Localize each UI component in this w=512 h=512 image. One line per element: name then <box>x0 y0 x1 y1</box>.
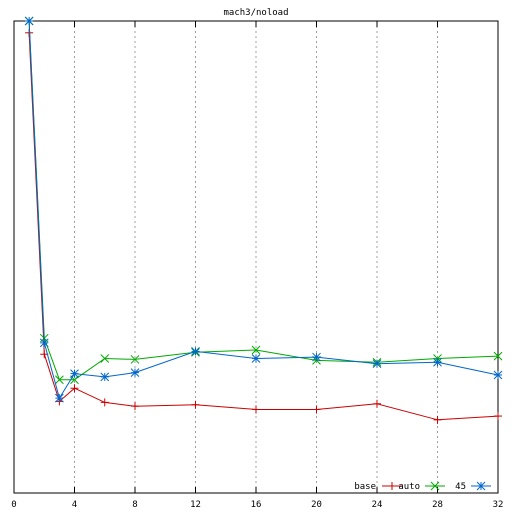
legend-label: 45 <box>455 482 466 492</box>
x-tick-label: 24 <box>372 500 383 510</box>
series-45 <box>24 16 503 403</box>
data-point <box>191 400 200 409</box>
data-point <box>494 412 502 421</box>
data-point <box>130 368 140 377</box>
data-point <box>131 402 139 411</box>
series-base <box>25 28 502 424</box>
data-point <box>191 347 200 356</box>
data-point <box>100 398 109 407</box>
x-tick-label: 12 <box>190 500 201 510</box>
series-group <box>24 16 503 424</box>
data-point <box>493 351 503 361</box>
x-tick-label: 16 <box>251 500 262 510</box>
x-tick-label: 20 <box>311 500 322 510</box>
data-point <box>24 16 34 26</box>
data-point <box>70 384 79 393</box>
data-point <box>251 345 261 355</box>
data-point <box>312 352 321 362</box>
data-point <box>372 359 382 369</box>
data-point <box>312 405 321 414</box>
legend-marker <box>430 481 440 491</box>
chart-title: mach3/noload <box>223 8 288 18</box>
data-point <box>55 375 64 385</box>
legend-marker <box>388 482 396 490</box>
x-tick-label: 4 <box>72 500 77 510</box>
x-tick-label: 32 <box>493 500 504 510</box>
series-line <box>28 20 499 400</box>
legend-label: base <box>354 482 376 492</box>
series-line <box>28 32 499 421</box>
data-point <box>493 370 503 380</box>
x-axis: 0 4 8 12 16 20 24 28 32 <box>11 21 503 510</box>
data-point <box>130 355 140 364</box>
data-point <box>373 399 381 408</box>
data-point <box>100 372 110 382</box>
legend-label: auto <box>398 482 420 492</box>
x-tick-label: 8 <box>132 500 137 510</box>
x-tick-label: 0 <box>11 500 16 510</box>
legend-marker <box>476 481 486 491</box>
series-auto <box>24 16 503 385</box>
data-point <box>433 357 442 367</box>
x-tick-label: 28 <box>432 500 443 510</box>
data-point <box>100 354 110 363</box>
series-line <box>28 20 499 381</box>
data-point <box>55 393 64 403</box>
data-point <box>251 354 261 363</box>
data-point <box>252 405 260 414</box>
data-point <box>70 369 79 378</box>
data-point <box>39 338 49 348</box>
grid-lines <box>74 21 438 493</box>
data-point <box>433 415 442 424</box>
legend: base auto 45 <box>354 481 491 492</box>
